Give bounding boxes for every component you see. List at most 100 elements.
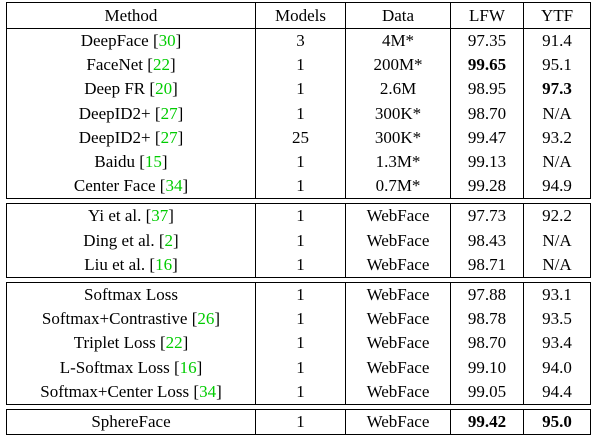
lfw-accuracy-cell: 97.35 [450,28,524,54]
table-row: Deep FR [20] 1 2.6M 98.95 97.3 [6,77,591,102]
lfw-accuracy-cell: 99.65 [450,53,524,78]
ytf-accuracy-cell: N/A [523,228,591,253]
method-cell: Liu et al. [16] [6,252,256,278]
models-cell: 1 [255,53,346,78]
models-cell: 1 [255,379,346,405]
citation-link[interactable]: 30 [158,31,176,51]
table-row: Liu et al. [16] 1 WebFace 98.71 N/A [6,252,591,278]
method-name: Deep FR [84,79,146,99]
method-name: FaceNet [86,55,144,75]
method-name: Baidu [94,152,135,172]
citation-link[interactable]: 34 [165,176,183,196]
data-cell: 2.6M [345,77,451,102]
ytf-accuracy-cell: 97.3 [523,77,591,102]
data-cell: 200M* [345,53,451,78]
table-row: SphereFace 1 WebFace 99.42 95.0 [6,408,591,436]
table-row: DeepID2+ [27] 1 300K* 98.70 N/A [6,101,591,126]
method-cell: Yi et al. [37] [6,203,256,229]
table-row: DeepID2+ [27] 25 300K* 99.47 93.2 [6,125,591,150]
table-row: Baidu [15] 1 1.3M* 99.13 N/A [6,149,591,175]
lfw-accuracy-cell: 99.47 [450,125,524,150]
models-cell: 1 [255,307,346,332]
results-table-container: Method Models Data LFW YTF DeepFace [30]… [6,2,591,436]
models-cell: 1 [255,77,346,102]
lfw-accuracy-cell: 98.95 [450,77,524,102]
data-cell: WebFace [345,252,451,278]
ytf-accuracy-cell: 95.0 [523,408,591,436]
citation-link[interactable]: 16 [179,357,197,377]
citation-link[interactable]: 2 [164,230,174,250]
method-cell: Deep FR [20] [6,77,256,102]
ytf-accuracy-cell: 93.2 [523,125,591,150]
data-cell: WebFace [345,228,451,253]
citation-link[interactable]: 34 [199,381,217,401]
citation-link[interactable]: 37 [151,206,169,226]
models-cell: 3 [255,28,346,54]
ytf-accuracy-cell: 93.1 [523,281,591,308]
lfw-accuracy-cell: 99.42 [450,408,524,436]
lfw-accuracy-cell: 99.28 [450,174,524,200]
column-header-method: Method [6,2,256,29]
lfw-accuracy-cell: 97.73 [450,203,524,229]
ytf-accuracy-cell: 94.9 [523,174,591,200]
models-cell: 1 [255,174,346,200]
method-cell: L-Softmax Loss [16] [6,355,256,380]
citation-link[interactable]: 20 [155,79,173,99]
method-cell: DeepID2+ [27] [6,125,256,150]
models-cell: 1 [255,101,346,126]
ytf-accuracy-cell: 91.4 [523,28,591,54]
models-cell: 25 [255,125,346,150]
table-row: FaceNet [22] 1 200M* 99.65 95.1 [6,53,591,78]
table-row: DeepFace [30] 3 4M* 97.35 91.4 [6,28,591,54]
column-header-models: Models [255,2,346,29]
models-cell: 1 [255,355,346,380]
table-header-row: Method Models Data LFW YTF [6,2,591,29]
method-name: Softmax Loss [84,284,178,304]
data-cell: WebFace [345,379,451,405]
data-cell: WebFace [345,203,451,229]
table-row: L-Softmax Loss [16] 1 WebFace 99.10 94.0 [6,355,591,380]
ytf-accuracy-cell: 92.2 [523,203,591,229]
ytf-accuracy-cell: 94.0 [523,355,591,380]
method-cell: Center Face [34] [6,174,256,200]
method-name: L-Softmax Loss [59,357,170,377]
data-cell: WebFace [345,331,451,356]
method-cell: DeepID2+ [27] [6,101,256,126]
ytf-accuracy-cell: N/A [523,252,591,278]
models-cell: 1 [255,281,346,308]
method-name: Ding et al. [83,230,155,250]
citation-link[interactable]: 26 [197,309,215,329]
method-cell: Baidu [15] [6,149,256,175]
data-cell: WebFace [345,408,451,436]
models-cell: 1 [255,228,346,253]
citation-link[interactable]: 22 [152,55,170,75]
lfw-accuracy-cell: 99.05 [450,379,524,405]
citation-link[interactable]: 27 [160,127,178,147]
models-cell: 1 [255,408,346,436]
method-cell: Softmax+Contrastive [26] [6,307,256,332]
data-cell: 300K* [345,125,451,150]
method-cell: SphereFace [6,408,256,436]
table-row: Yi et al. [37] 1 WebFace 97.73 92.2 [6,203,591,229]
method-cell: Triplet Loss [22] [6,331,256,356]
table-row: Triplet Loss [22] 1 WebFace 98.70 93.4 [6,331,591,356]
models-cell: 1 [255,149,346,175]
method-cell: DeepFace [30] [6,28,256,54]
method-name: Yi et al. [88,206,142,226]
data-cell: 300K* [345,101,451,126]
citation-link[interactable]: 15 [144,152,162,172]
citation-link[interactable]: 22 [165,333,183,353]
data-cell: 0.7M* [345,174,451,200]
citation-link[interactable]: 16 [155,254,173,274]
citation-link[interactable]: 27 [160,103,178,123]
lfw-accuracy-cell: 98.43 [450,228,524,253]
method-cell: FaceNet [22] [6,53,256,78]
method-cell: Softmax+Center Loss [34] [6,379,256,405]
data-cell: WebFace [345,307,451,332]
method-name: DeepFace [80,31,149,51]
method-name: Liu et al. [84,254,146,274]
method-name: SphereFace [91,411,171,431]
lfw-accuracy-cell: 97.88 [450,281,524,308]
table-row: Softmax Loss 1 WebFace 97.88 93.1 [6,281,591,308]
ytf-accuracy-cell: 94.4 [523,379,591,405]
